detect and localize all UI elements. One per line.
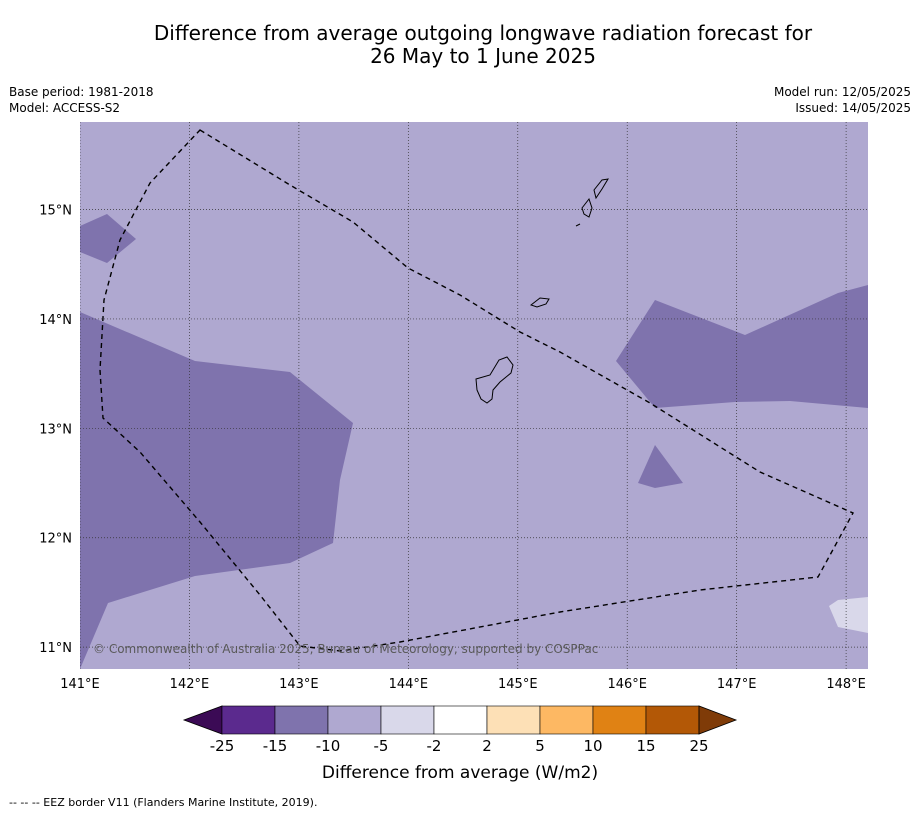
graticule (80, 122, 868, 669)
colorbar-bin (486, 705, 541, 735)
base-period-text: Base period: 1981-2018 (9, 85, 154, 99)
meta-right: Model run: 12/05/2025 Issued: 14/05/2025 (774, 84, 911, 116)
latitude-tick-labels: 15°N 14°N 13°N 12°N 11°N (39, 204, 72, 657)
colorbar-tick-label: 15 (636, 737, 655, 755)
title-line-2: 26 May to 1 June 2025 (370, 44, 596, 68)
colorbar-bin (327, 705, 382, 735)
colorbar-bin (645, 705, 700, 735)
eez-footnote: -- -- -- EEZ border V11 (Flanders Marine… (9, 796, 318, 809)
anomaly-region-east (616, 285, 868, 408)
longitude-tick-labels: 141°E 142°E 143°E 144°E 145°E 146°E 147°E 148°E (60, 677, 866, 692)
colorbar-bin (274, 705, 329, 735)
chart-title: Difference from average outgoing longwav… (0, 22, 919, 68)
colorbar-tick-label: -25 (210, 737, 235, 755)
anomaly-region-southeast-light (829, 597, 868, 633)
longitude-tick-label: 146°E (607, 677, 647, 692)
colorbar-tick-label: -15 (263, 737, 288, 755)
latitude-tick-label: 13°N (39, 422, 72, 437)
latitude-tick-label: 11°N (39, 641, 72, 656)
colorbar-tick-label: -10 (316, 737, 341, 755)
colorbar-tick-label: 2 (482, 737, 492, 755)
map-plot-area (80, 122, 868, 669)
colorbar-tick-label: 25 (689, 737, 708, 755)
colorbar-tick-label: -5 (374, 737, 389, 755)
saipan-island (593, 178, 609, 200)
longitude-tick-label: 142°E (170, 677, 210, 692)
forecast-map-svg: © Commonwealth of Australia 2025, Bureau… (39, 122, 868, 783)
colorbar-extend-low (182, 705, 223, 735)
colorbar-tick-label: 10 (583, 737, 602, 755)
colorbar-tick-label: -2 (427, 737, 442, 755)
island-outlines (475, 178, 609, 404)
longitude-tick-label: 148°E (826, 677, 866, 692)
anomaly-region-northwest (80, 214, 136, 263)
copyright-text: © Commonwealth of Australia 2025, Bureau… (93, 642, 598, 656)
colorbar-bin (539, 705, 594, 735)
eez-border (99, 129, 854, 652)
anomaly-region-west (80, 312, 353, 669)
colorbar-label: Difference from average (W/m2) (322, 763, 598, 783)
colorbar-extend-high (698, 705, 738, 735)
latitude-tick-label: 14°N (39, 313, 72, 328)
aguijan-island (575, 223, 581, 227)
issued-text: Issued: 14/05/2025 (795, 101, 911, 115)
title-line-1: Difference from average outgoing longwav… (153, 21, 813, 45)
meta-left: Base period: 1981-2018 Model: ACCESS-S2 (9, 84, 154, 116)
colorbar-bin (221, 705, 276, 735)
longitude-tick-label: 145°E (498, 677, 538, 692)
colorbar-tick-label: 5 (535, 737, 545, 755)
anomaly-region-central-small (638, 445, 683, 488)
tinian-island (581, 197, 593, 218)
longitude-tick-label: 147°E (717, 677, 757, 692)
model-run-text: Model run: 12/05/2025 (773, 85, 911, 99)
latitude-tick-label: 15°N (39, 204, 72, 219)
colorbar-bin (592, 705, 647, 735)
model-text: Model: ACCESS-S2 (9, 101, 121, 115)
longitude-tick-label: 141°E (60, 677, 100, 692)
guam-island (475, 356, 514, 404)
latitude-tick-label: 12°N (39, 532, 72, 547)
longitude-tick-label: 143°E (279, 677, 319, 692)
colorbar-bin (433, 705, 488, 735)
colorbar: -25 -15 -10 -5 -2 2 5 10 15 25 (182, 705, 738, 755)
colorbar-bin (380, 705, 435, 735)
rota-island (529, 297, 550, 308)
longitude-tick-label: 144°E (389, 677, 429, 692)
